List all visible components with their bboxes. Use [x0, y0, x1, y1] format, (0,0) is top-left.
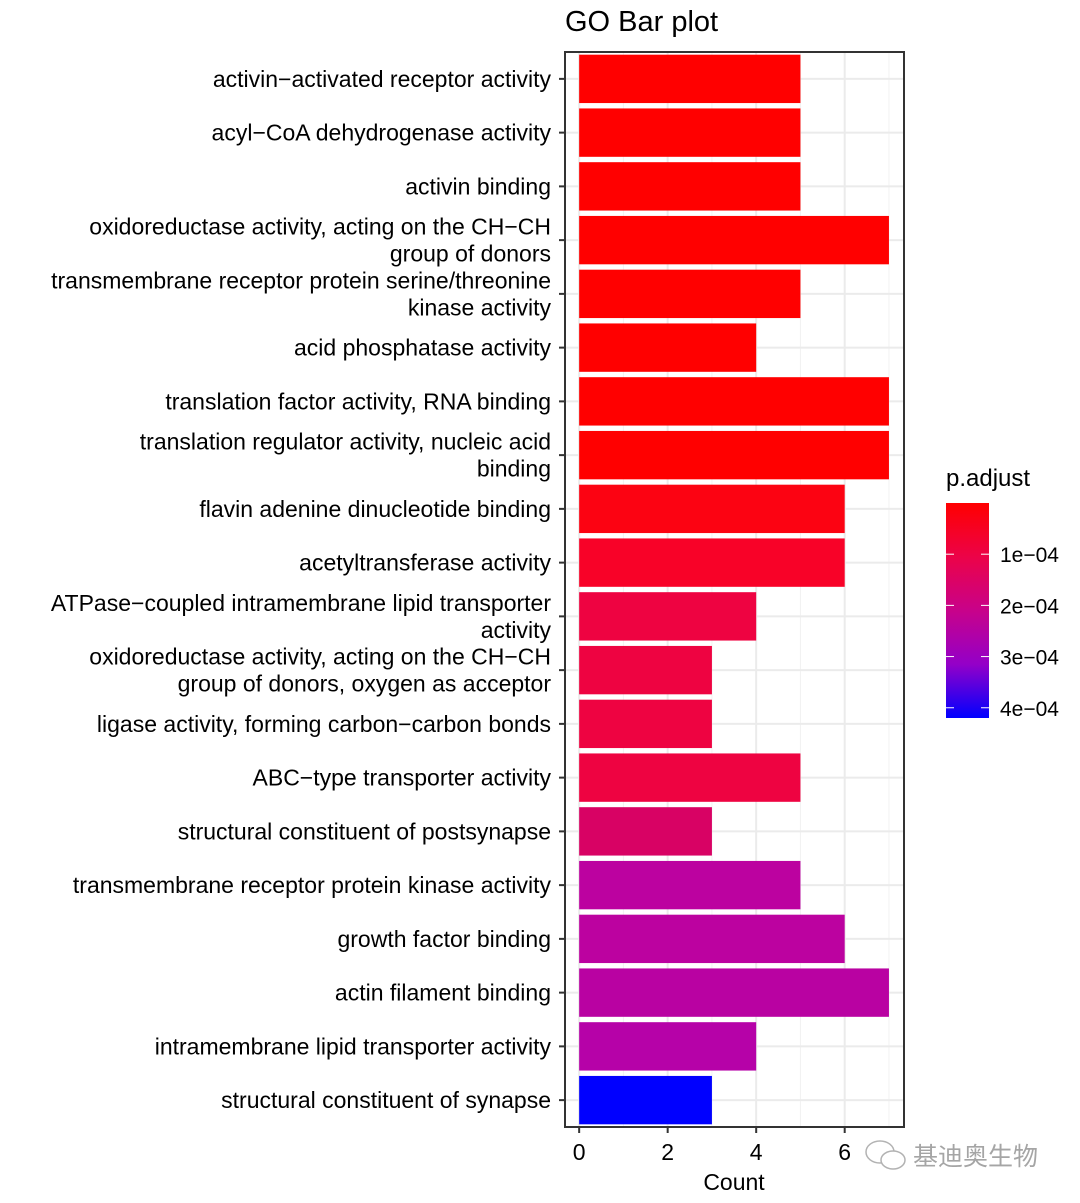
x-tick-label: 2 [661, 1139, 674, 1165]
bar [579, 860, 801, 910]
y-axis-labels: activin−activated receptor activity acyl−… [51, 66, 565, 1113]
x-axis-title: Count [703, 1169, 765, 1195]
y-tick-label: oxidoreductase activity, acting on the C… [89, 214, 551, 267]
legend-title: p.adjust [946, 465, 1030, 492]
y-tick-label: translation regulator activity, nucleic … [140, 429, 551, 482]
x-tick-label: 4 [750, 1139, 763, 1165]
bar [579, 968, 889, 1017]
y-tick-label: growth factor binding [337, 926, 551, 952]
x-axis: 0 2 4 6 [573, 1127, 851, 1165]
legend-tick-label: 1e−04 [1000, 544, 1059, 567]
plot-panel [564, 51, 905, 1128]
watermark: 基迪奥生物 [865, 1140, 1038, 1171]
bar [579, 538, 845, 587]
panel-background [565, 52, 904, 1127]
bar [579, 323, 757, 372]
bar [579, 215, 889, 265]
y-tick-label: acid phosphatase activity [294, 335, 551, 361]
legend-colorbar [946, 503, 989, 718]
y-tick-label: ATPase−coupled intramembrane lipid trans… [51, 590, 552, 643]
chart-title: GO Bar plot [565, 6, 718, 38]
bar [579, 377, 889, 426]
y-tick-label: oxidoreductase activity, acting on the C… [89, 644, 551, 697]
bar [579, 914, 845, 964]
x-tick-label: 0 [573, 1139, 586, 1165]
y-tick-label: acetyltransferase activity [299, 550, 551, 576]
y-tick-label: structural constituent of synapse [221, 1087, 551, 1113]
bar [579, 430, 889, 480]
y-tick-label: acyl−CoA dehydrogenase activity [212, 120, 552, 146]
bar [579, 1022, 757, 1071]
legend-tick-label: 3e−04 [1000, 647, 1059, 670]
y-tick-label: transmembrane receptor protein serine/th… [51, 267, 551, 320]
bar [579, 108, 801, 157]
bar [579, 753, 801, 802]
y-tick-label: translation factor activity, RNA binding [165, 388, 551, 414]
y-tick-label: ligase activity, forming carbon−carbon b… [97, 711, 551, 737]
bar [579, 807, 712, 856]
bar [579, 645, 712, 695]
x-tick-label: 6 [838, 1139, 851, 1165]
bar [579, 1075, 712, 1125]
y-tick-label: intramembrane lipid transporter activity [155, 1033, 552, 1059]
bar [579, 484, 845, 534]
y-tick-label: flavin adenine dinucleotide binding [199, 496, 551, 522]
bar [579, 699, 712, 749]
legend-tick-label: 2e−04 [1000, 595, 1059, 618]
y-tick-label: actin filament binding [335, 980, 551, 1006]
y-tick-label: structural constituent of postsynapse [178, 818, 551, 844]
legend-tick-label: 4e−04 [1000, 698, 1059, 721]
bar [579, 54, 801, 104]
color-legend: p.adjust 1e−04 2e−04 3e−04 4e−04 [946, 465, 1059, 721]
y-tick-label: ABC−type transporter activity [253, 765, 552, 791]
y-tick-label: activin binding [405, 173, 551, 199]
bar [579, 592, 757, 641]
watermark-text: 基迪奥生物 [913, 1143, 1038, 1171]
panel-border [564, 51, 905, 1128]
bar [579, 162, 801, 211]
y-tick-label: activin−activated receptor activity [213, 66, 552, 92]
wechat-icon [865, 1140, 906, 1170]
y-tick-label: transmembrane receptor protein kinase ac… [73, 872, 552, 898]
bar [579, 269, 801, 319]
